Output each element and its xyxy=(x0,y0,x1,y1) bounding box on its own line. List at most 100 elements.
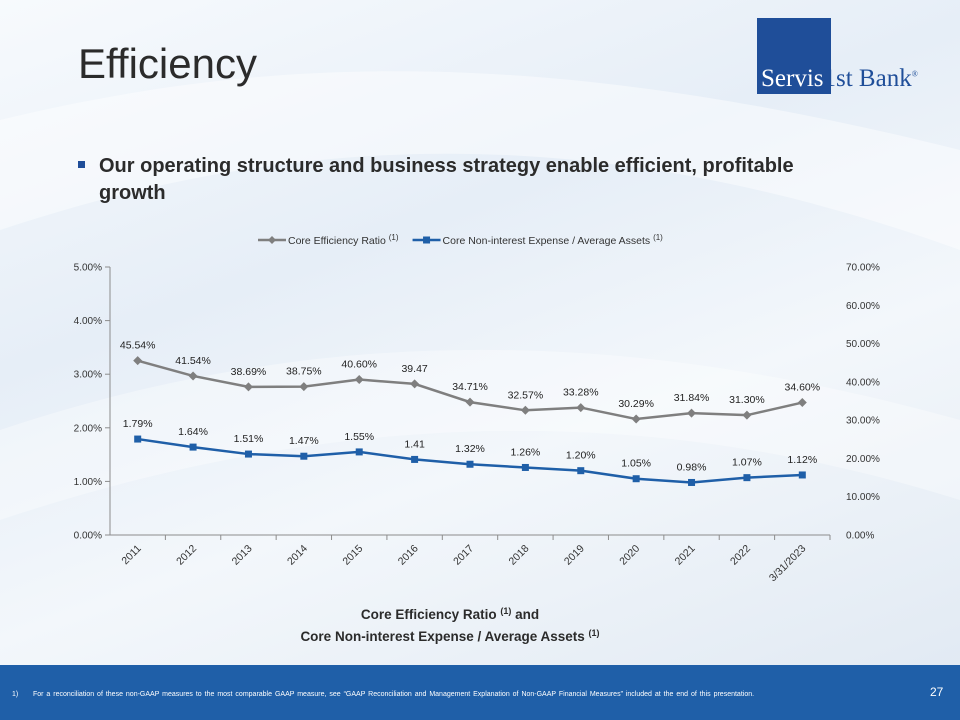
data-point-diamond xyxy=(410,379,420,389)
data-point-diamond xyxy=(520,405,530,415)
x-axis-tick-label: 2022 xyxy=(728,543,753,568)
data-label: 1.51% xyxy=(234,433,264,445)
data-point-square xyxy=(521,463,529,471)
logo-text-part1: Servis xyxy=(761,65,824,92)
right-axis-tick-label: 40.00% xyxy=(846,377,880,388)
right-axis-tick-label: 10.00% xyxy=(846,492,880,503)
chart-caption-line2-text: Core Non-interest Expense / Average Asse… xyxy=(300,629,588,644)
x-axis-tick-label: 2012 xyxy=(174,543,199,568)
x-axis-tick-label: 3/31/2023 xyxy=(767,543,809,585)
bullet-point: Our operating structure and business str… xyxy=(78,153,818,207)
left-axis-tick-label: 5.00% xyxy=(74,263,102,274)
left-axis-tick-label: 0.00% xyxy=(74,531,102,542)
data-label: 1.05% xyxy=(621,458,651,470)
bullet-text: Our operating structure and business str… xyxy=(99,155,794,204)
data-label: 30.29% xyxy=(618,398,654,410)
legend-marker-square xyxy=(423,236,431,244)
x-axis-tick-label: 2015 xyxy=(340,543,365,568)
chart-caption: Core Efficiency Ratio (1) and Core Non-in… xyxy=(300,606,599,644)
legend-superscript: (1) xyxy=(389,233,399,242)
legend-label-2: Core Non-interest Expense / Average Asse… xyxy=(443,233,664,247)
left-axis-tick-label: 3.00% xyxy=(74,370,102,381)
logo-registered-mark: ® xyxy=(911,69,918,79)
data-label: 1.47% xyxy=(289,435,319,447)
chart-caption-line1: Core Efficiency Ratio (1) and xyxy=(361,606,539,622)
legend-series-name: Core Non-interest Expense / Average Asse… xyxy=(443,235,654,247)
data-point-square xyxy=(466,460,474,468)
data-label: 32.57% xyxy=(508,389,544,401)
data-label: 34.71% xyxy=(452,381,488,393)
right-axis-tick-label: 20.00% xyxy=(846,454,880,465)
data-label: 34.60% xyxy=(784,382,820,394)
x-axis-tick-label: 2018 xyxy=(507,543,532,568)
chart-caption-line1-suffix: and xyxy=(511,607,539,622)
data-label: 1.64% xyxy=(178,426,208,438)
bullet-square-icon xyxy=(78,161,85,168)
data-point-diamond xyxy=(742,410,752,420)
data-point-diamond xyxy=(188,371,198,381)
footer-bar: 1) For a reconciliation of these non-GAA… xyxy=(0,665,960,720)
data-point-square xyxy=(632,475,640,483)
left-axis-tick-label: 1.00% xyxy=(74,477,102,488)
data-point-diamond xyxy=(797,398,807,408)
data-label: 38.75% xyxy=(286,366,322,378)
data-point-square xyxy=(798,471,806,479)
logo-text-part2: 1st Bank xyxy=(823,65,912,92)
data-label: 1.55% xyxy=(344,431,374,443)
chart-caption-line2-superscript: (1) xyxy=(589,628,600,638)
data-point-square xyxy=(688,478,696,486)
legend-superscript: (1) xyxy=(653,233,663,242)
left-axis-tick-label: 2.00% xyxy=(74,423,102,434)
footnote: 1) For a reconciliation of these non-GAA… xyxy=(12,691,754,698)
data-point-diamond xyxy=(133,356,143,366)
data-label: 38.69% xyxy=(231,366,267,378)
chart-caption-line2: Core Non-interest Expense / Average Asse… xyxy=(300,628,599,644)
x-axis-tick-label: 2013 xyxy=(230,543,255,568)
data-label: 31.30% xyxy=(729,394,765,406)
data-point-diamond xyxy=(299,382,309,392)
data-point-square xyxy=(134,435,142,443)
x-axis-tick-label: 2020 xyxy=(617,543,642,568)
right-axis-tick-label: 0.00% xyxy=(846,531,874,542)
data-point-square xyxy=(743,474,751,482)
footnote-text: For a reconciliation of these non-GAAP m… xyxy=(32,691,755,698)
x-axis-tick-label: 2016 xyxy=(396,543,421,568)
x-axis-tick-label: 2014 xyxy=(285,543,310,568)
legend-series-name: Core Efficiency Ratio xyxy=(288,235,389,247)
data-point-diamond xyxy=(465,397,475,407)
data-label: 0.98% xyxy=(677,461,707,473)
footnote-marker: 1) xyxy=(12,691,19,698)
data-point-diamond xyxy=(354,375,364,385)
legend-marker-diamond xyxy=(268,236,276,244)
x-axis-tick-label: 2011 xyxy=(119,543,144,568)
legend-label-1: Core Efficiency Ratio (1) xyxy=(288,233,399,247)
data-label: 1.79% xyxy=(123,418,153,430)
data-point-square xyxy=(411,455,419,463)
chart-axes: 0.00% 1.00% 2.00% 3.00% 4.00% 5.00% 0.00% 10.00… xyxy=(74,263,880,585)
data-label: 39.47 xyxy=(401,363,427,375)
data-point-square xyxy=(189,443,197,451)
logo-text: Servis1st Bank® xyxy=(761,65,918,93)
x-axis-tick-label: 2019 xyxy=(562,543,587,568)
data-point-diamond xyxy=(576,403,586,413)
efficiency-chart: Core Efficiency Ratio (1) Core Non-intere… xyxy=(74,233,880,644)
x-axis-tick-label: 2021 xyxy=(673,543,698,568)
chart-caption-line1-superscript: (1) xyxy=(500,606,511,616)
data-point-square xyxy=(577,467,585,475)
data-label: 1.07% xyxy=(732,457,762,469)
chart-caption-line1-text: Core Efficiency Ratio xyxy=(361,607,501,622)
chart-series: 45.54% 41.54% 38.69% 38.75% 40.60% 39.47 34.71… xyxy=(120,340,820,486)
right-axis-tick-label: 50.00% xyxy=(846,339,880,350)
data-point-diamond xyxy=(687,408,697,418)
data-label: 41.54% xyxy=(175,355,211,367)
data-point-square xyxy=(300,452,308,460)
data-label: 1.41 xyxy=(404,438,425,450)
data-point-square xyxy=(244,450,252,458)
right-axis-tick-label: 60.00% xyxy=(846,301,880,312)
bank-logo: Servis1st Bank® xyxy=(757,18,947,94)
data-label: 31.84% xyxy=(674,392,710,404)
data-label: 45.54% xyxy=(120,340,156,352)
data-label: 1.12% xyxy=(787,454,817,466)
data-label: 40.60% xyxy=(341,359,377,371)
left-axis-tick-label: 4.00% xyxy=(74,316,102,327)
